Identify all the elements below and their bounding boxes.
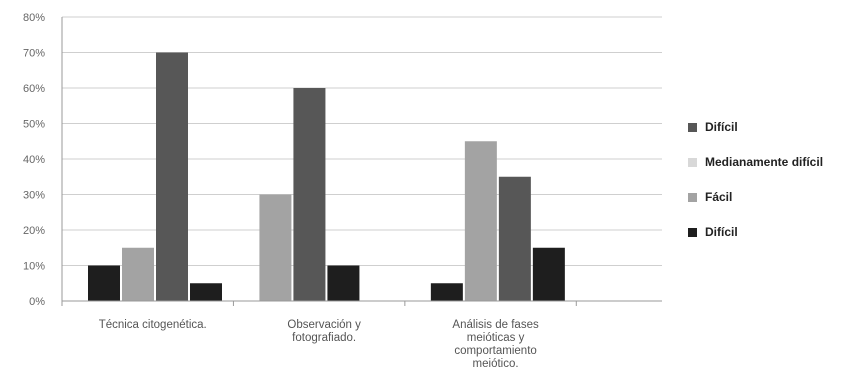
x-tick-label: Observación y [287,319,361,331]
legend-item: Difícil [688,118,823,136]
legend-swatch [688,122,697,132]
bar [156,52,188,301]
bar [190,283,222,301]
legend-label: Fácil [705,190,733,204]
legend: Difícil Medianamente difícil Fácil Difíc… [688,118,823,258]
x-tick-label: meióticas y [467,332,525,344]
legend-item: Fácil [688,188,823,206]
legend-swatch [688,227,697,237]
x-axis [61,17,662,306]
category-labels: Técnica citogenética. Observación yfotogr… [99,319,539,370]
bar [122,247,154,301]
bar [88,265,120,301]
bar [464,141,497,301]
bar [259,194,292,301]
x-tick-label: Análisis de fases [452,319,539,331]
x-tick-label: comportamiento [454,345,536,357]
gridlines [62,16,662,266]
legend-item: Medianamente difícil [688,153,823,171]
x-tick-label: meiótico. [473,358,519,370]
y-tick-label: 60% [23,83,45,95]
y-tick-label: 80% [23,12,45,24]
bar [532,247,565,301]
legend-swatch [688,157,697,167]
bar [498,176,531,301]
bar [327,265,360,301]
y-tick-label: 30% [23,190,45,202]
y-tick-label: 50% [23,119,45,131]
legend-label: Difícil [705,120,738,134]
legend-label: Difícil [705,225,738,239]
y-tick-label: 0% [29,296,45,308]
bar [293,88,326,301]
x-tick-label: Técnica citogenética. [99,319,207,331]
y-tick-label: 70% [23,48,45,60]
bars [88,52,565,301]
y-tick-label: 10% [23,261,45,273]
y-tick-label: 20% [23,225,45,237]
y-tick-label: 40% [23,154,45,166]
legend-item: Difícil [688,223,823,241]
legend-label: Medianamente difícil [705,155,824,169]
y-axis-ticks: 0% 10% 20% 30% 40% 50% 60% 70% 80% [23,12,45,308]
legend-swatch [688,192,697,202]
bar [430,283,463,301]
x-tick-label: fotografiado. [292,332,356,344]
